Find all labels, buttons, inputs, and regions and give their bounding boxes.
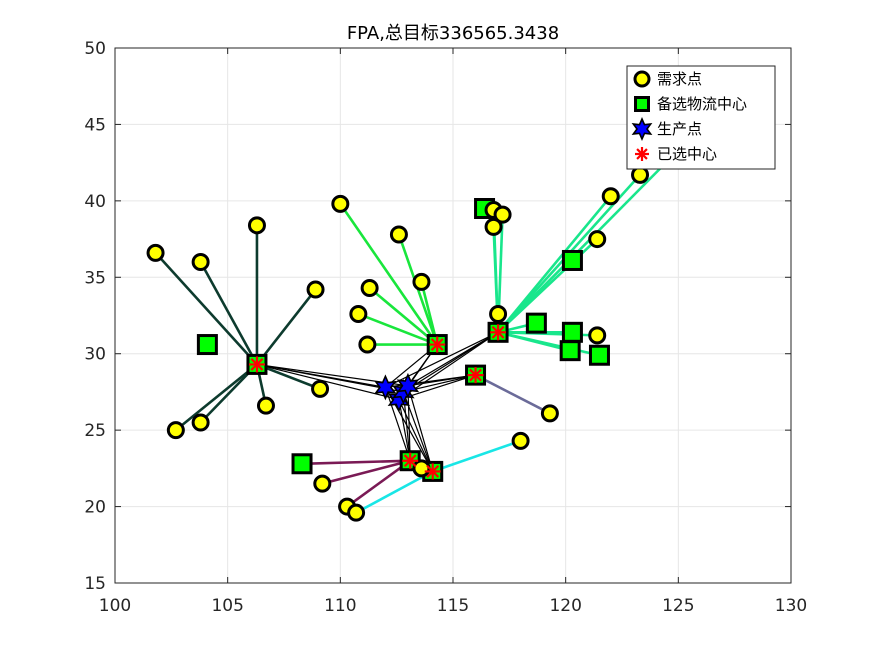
center-demand-link xyxy=(432,439,522,473)
y-tick-label: 45 xyxy=(84,115,106,135)
candidate-center-marker xyxy=(291,453,313,475)
demand-point-marker xyxy=(247,216,266,235)
candidate-center-marker xyxy=(561,249,583,271)
y-tick-label: 20 xyxy=(84,498,106,518)
demand-point-marker xyxy=(540,404,559,423)
production-link xyxy=(407,374,476,387)
legend-label: 已选中心 xyxy=(657,145,717,163)
demand-point-marker xyxy=(601,187,620,206)
center-demand-link xyxy=(368,286,439,346)
demand-point-marker xyxy=(306,280,325,299)
x-tick-label: 130 xyxy=(775,596,807,616)
production-point-marker xyxy=(374,374,397,401)
candidate-center-marker xyxy=(196,334,218,356)
center-demand-link xyxy=(355,470,434,514)
demand-point-marker xyxy=(484,217,503,236)
demand-point-marker xyxy=(191,413,210,432)
x-tick-label: 100 xyxy=(99,596,131,616)
center-demand-link xyxy=(154,251,258,366)
production-link xyxy=(407,385,411,461)
y-tick-label: 35 xyxy=(84,268,106,288)
demand-point-marker xyxy=(389,225,408,244)
legend-production-icon xyxy=(631,117,653,141)
legend-candidate-icon xyxy=(634,96,650,112)
center-demand-link xyxy=(321,459,411,485)
demand-point-marker xyxy=(191,253,210,271)
chart-title: FPA,总目标336565.3438 xyxy=(347,23,559,44)
demand-point-marker xyxy=(331,194,350,213)
demand-point-marker xyxy=(588,230,607,249)
demand-point-marker xyxy=(412,272,431,291)
x-tick-label: 125 xyxy=(662,596,694,616)
center-demand-link xyxy=(346,459,411,508)
x-tick-label: 120 xyxy=(549,596,581,616)
demand-point-marker xyxy=(511,431,530,450)
x-tick-label: 110 xyxy=(324,596,356,616)
selected-center-marker xyxy=(429,336,446,353)
demand-point-marker xyxy=(313,474,332,493)
demand-point-marker xyxy=(631,165,650,184)
y-tick-label: 15 xyxy=(84,574,106,594)
production-link xyxy=(384,387,411,461)
y-tick-label: 40 xyxy=(84,192,106,212)
center-demand-link xyxy=(474,373,551,415)
demand-point-marker xyxy=(588,326,607,345)
legend-selected-icon xyxy=(635,147,649,161)
production-link xyxy=(256,363,400,401)
production-link xyxy=(398,399,434,472)
y-tick-label: 25 xyxy=(84,421,106,441)
demand-point-marker xyxy=(412,459,431,478)
demand-point-marker xyxy=(493,205,512,224)
markers xyxy=(146,104,724,522)
x-tick-label: 105 xyxy=(211,596,243,616)
legend-label: 生产点 xyxy=(657,120,702,138)
production-link xyxy=(407,385,434,472)
center-demand-link xyxy=(339,203,439,346)
legend-label: 需求点 xyxy=(657,70,702,88)
x-tick-label: 115 xyxy=(437,596,469,616)
demand-point-marker xyxy=(166,421,185,440)
production-link xyxy=(385,331,499,388)
legend-demand-icon xyxy=(633,70,651,88)
center-demand-link xyxy=(255,288,317,366)
demand-point-marker xyxy=(311,379,330,398)
production-link xyxy=(407,331,499,387)
selected-center-marker xyxy=(402,452,419,469)
demand-point-marker xyxy=(347,503,366,522)
selected-center-marker xyxy=(248,356,265,373)
candidate-center-marker xyxy=(525,312,547,334)
legend-label: 备选物流中心 xyxy=(657,95,747,113)
center-demand-link xyxy=(357,312,438,346)
center-demand-link xyxy=(301,459,411,466)
demand-point-marker xyxy=(360,278,379,297)
y-tick-label: 50 xyxy=(84,39,106,59)
legend-box xyxy=(626,65,776,170)
candidate-center-marker xyxy=(588,344,610,366)
selected-center-marker xyxy=(424,463,441,480)
center-demand-link xyxy=(175,363,258,432)
production-point-marker xyxy=(396,372,420,399)
center-demand-link xyxy=(199,261,259,366)
axis-ticks: 100 105 110 115 120 125 130 15 20 25 30 35 40 45 50 xyxy=(84,39,807,616)
demand-point-marker xyxy=(256,396,275,415)
demand-point-marker xyxy=(146,243,165,262)
selected-center-marker xyxy=(490,324,507,341)
candidate-center-marker xyxy=(561,321,583,343)
center-demand-link xyxy=(256,363,321,391)
y-tick-label: 30 xyxy=(84,345,106,365)
demand-point-marker xyxy=(358,335,377,354)
candidate-center-marker xyxy=(559,340,581,362)
demand-point-marker xyxy=(489,304,508,323)
demand-point-marker xyxy=(349,304,368,323)
center-demand-link xyxy=(497,331,600,357)
selected-center-marker xyxy=(467,367,484,384)
